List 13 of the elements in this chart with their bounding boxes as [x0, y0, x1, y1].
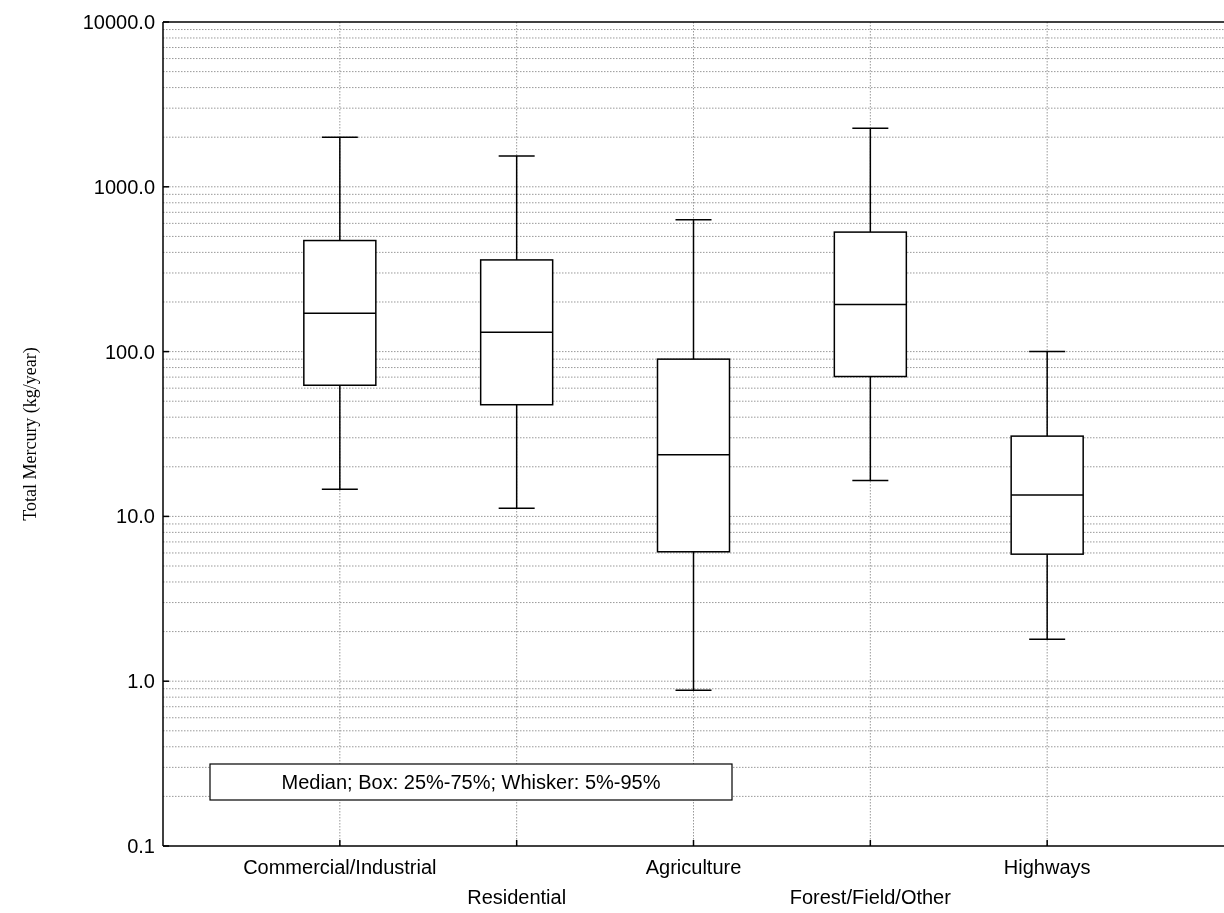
annotation: Median; Box: 25%-75%; Whisker: 5%-95% [281, 771, 661, 793]
y-tick-label: 10000.0 [82, 11, 155, 33]
y-tick-label: 1000.0 [93, 175, 155, 198]
x-tick-label: Forest/Field/Other [789, 886, 952, 908]
y-tick-label: 100.0 [104, 340, 155, 363]
x-tick-label: Agriculture [645, 856, 742, 878]
y-tick-label: 0.1 [127, 835, 155, 857]
y-tick-label: 1.0 [127, 670, 155, 693]
y-axis-title: Total Mercury (kg/year) [20, 347, 41, 521]
x-tick-label: Commercial/Industrial [243, 856, 437, 878]
x-tick-label: Highways [1003, 856, 1091, 878]
y-tick-label: 10.0 [116, 505, 155, 528]
x-tick-label: Residential [467, 886, 567, 908]
